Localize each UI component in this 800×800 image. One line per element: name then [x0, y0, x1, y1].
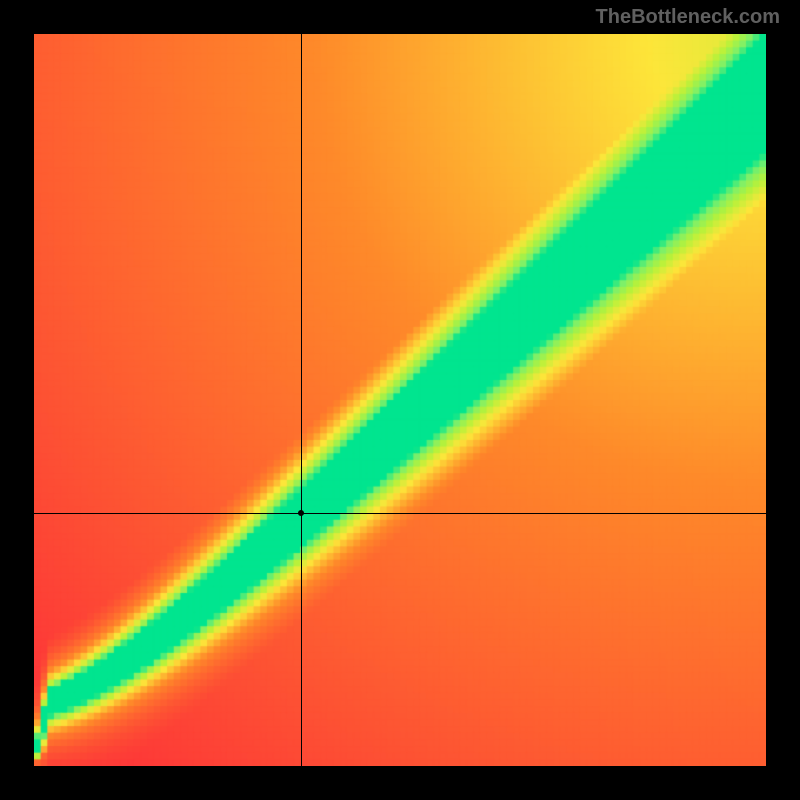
overlay-layer — [34, 34, 766, 766]
crosshair-horizontal — [34, 513, 766, 514]
crosshair-marker — [298, 510, 304, 516]
watermark-label: TheBottleneck.com — [596, 6, 780, 29]
crosshair-vertical — [301, 34, 302, 766]
